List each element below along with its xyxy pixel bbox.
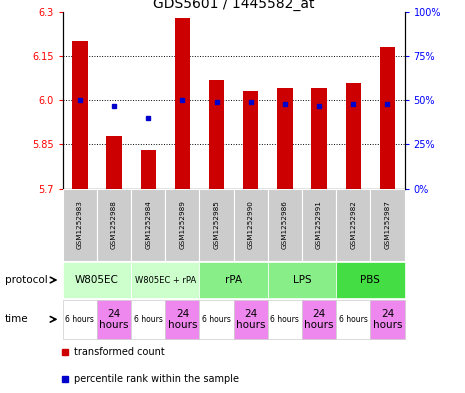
Bar <box>175 18 190 189</box>
Bar <box>199 189 233 261</box>
Bar <box>268 189 302 261</box>
Bar <box>345 83 361 189</box>
Bar <box>312 88 327 189</box>
Text: percentile rank within the sample: percentile rank within the sample <box>74 374 239 384</box>
Bar <box>336 299 370 339</box>
Text: time: time <box>5 314 28 324</box>
Text: GSM1252990: GSM1252990 <box>248 200 254 250</box>
Text: PBS: PBS <box>360 275 380 285</box>
Bar <box>140 150 156 189</box>
Bar <box>209 79 224 189</box>
Bar <box>106 136 122 189</box>
Bar <box>268 262 336 298</box>
Text: GSM1252982: GSM1252982 <box>350 200 356 250</box>
Bar <box>199 262 268 298</box>
Text: GSM1252986: GSM1252986 <box>282 200 288 250</box>
Bar <box>131 189 166 261</box>
Text: W805EC + rPA: W805EC + rPA <box>135 275 196 285</box>
Text: rPA: rPA <box>225 275 242 285</box>
Bar <box>233 189 268 261</box>
Bar <box>131 262 199 298</box>
Bar <box>380 47 395 189</box>
Bar <box>370 189 405 261</box>
Text: 6 hours: 6 hours <box>202 315 231 324</box>
Text: GSM1252983: GSM1252983 <box>77 200 83 250</box>
Text: W805EC: W805EC <box>75 275 119 285</box>
Text: 6 hours: 6 hours <box>339 315 368 324</box>
Text: 6 hours: 6 hours <box>134 315 163 324</box>
Bar <box>243 91 259 189</box>
Text: 24
hours: 24 hours <box>168 309 197 330</box>
Bar <box>97 299 131 339</box>
Bar <box>97 189 131 261</box>
Text: transformed count: transformed count <box>74 347 165 357</box>
Text: GSM1252985: GSM1252985 <box>213 200 219 250</box>
Bar <box>63 189 97 261</box>
Text: GSM1252987: GSM1252987 <box>385 200 391 250</box>
Title: GDS5601 / 1445582_at: GDS5601 / 1445582_at <box>153 0 314 11</box>
Bar <box>63 299 97 339</box>
Bar <box>199 299 233 339</box>
Text: 24
hours: 24 hours <box>100 309 129 330</box>
Bar <box>63 262 131 298</box>
Text: 6 hours: 6 hours <box>66 315 94 324</box>
Text: 24
hours: 24 hours <box>236 309 266 330</box>
Bar <box>233 299 268 339</box>
Bar <box>165 299 199 339</box>
Bar <box>277 88 292 189</box>
Bar <box>336 262 405 298</box>
Bar <box>72 41 87 189</box>
Text: protocol: protocol <box>5 275 47 285</box>
Bar <box>302 299 336 339</box>
Bar <box>268 299 302 339</box>
Bar <box>131 299 166 339</box>
Text: GSM1252991: GSM1252991 <box>316 200 322 250</box>
Bar <box>370 299 405 339</box>
Text: 24
hours: 24 hours <box>373 309 402 330</box>
Text: GSM1252988: GSM1252988 <box>111 200 117 250</box>
Text: GSM1252989: GSM1252989 <box>179 200 186 250</box>
Text: 6 hours: 6 hours <box>271 315 299 324</box>
Text: 24
hours: 24 hours <box>305 309 334 330</box>
Bar <box>165 189 199 261</box>
Bar <box>302 189 336 261</box>
Text: LPS: LPS <box>292 275 312 285</box>
Bar <box>336 189 370 261</box>
Text: GSM1252984: GSM1252984 <box>145 200 151 250</box>
